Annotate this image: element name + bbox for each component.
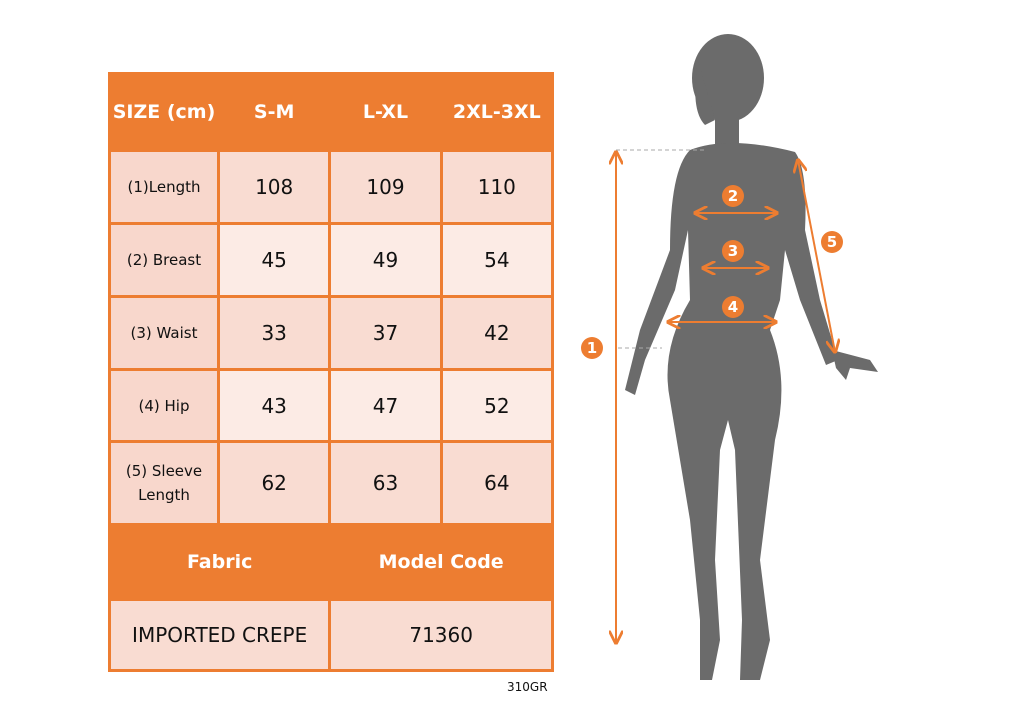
table-row: (4) Hip 43 47 52 (108, 368, 555, 443)
row-label: (2) Breast (108, 222, 220, 298)
footer-value-row: IMPORTED CREPE 71360 (107, 598, 554, 672)
header-fabric: Fabric (107, 523, 332, 601)
cell: 63 (328, 440, 443, 526)
cell: 54 (439, 222, 555, 298)
cell: 64 (439, 440, 555, 526)
cell: 47 (328, 368, 443, 443)
silhouette (625, 34, 878, 680)
arrow-sleeve (798, 160, 835, 352)
row-label: (1)Length (108, 149, 220, 225)
header-s-m: S-M (216, 72, 332, 152)
fabric-value: IMPORTED CREPE (107, 598, 332, 672)
row-label: (4) Hip (108, 368, 220, 443)
row-label: (5) Sleeve Length (108, 440, 220, 526)
cell: 42 (439, 295, 555, 371)
cell: 43 (216, 368, 332, 443)
header-2xl-3xl: 2XL-3XL (439, 72, 555, 152)
product-code: 310GR (507, 680, 548, 694)
model-code-value: 71360 (328, 598, 554, 672)
footer-header-row: Fabric Model Code (107, 523, 554, 601)
header-size: SIZE (cm) (108, 72, 220, 152)
marker-3: 3 (728, 242, 738, 260)
header-model-code: Model Code (328, 523, 554, 601)
table-row: (2) Breast 45 49 54 (108, 222, 555, 298)
cell: 108 (216, 149, 332, 225)
header-l-xl: L-XL (328, 72, 443, 152)
cell: 110 (439, 149, 555, 225)
table-header-row: SIZE (cm) S-M L-XL 2XL-3XL (108, 72, 555, 152)
cell: 37 (328, 295, 443, 371)
marker-2: 2 (728, 187, 738, 205)
cell: 109 (328, 149, 443, 225)
cell: 33 (216, 295, 332, 371)
guide-lines (616, 149, 705, 349)
table-row: (3) Waist 33 37 42 (108, 295, 555, 371)
marker-1: 1 (587, 339, 597, 357)
cell: 49 (328, 222, 443, 298)
cell: 45 (216, 222, 332, 298)
cell: 62 (216, 440, 332, 526)
measure-arrows (616, 152, 835, 643)
row-label: (3) Waist (108, 295, 220, 371)
table-row: (1)Length 108 109 110 (108, 149, 555, 225)
marker-4: 4 (728, 298, 738, 316)
table-row: (5) Sleeve Length 62 63 64 (108, 440, 555, 526)
cell: 52 (439, 368, 555, 443)
marker-5: 5 (827, 233, 837, 251)
size-chart-table: SIZE (cm) S-M L-XL 2XL-3XL (1)Length 108… (107, 72, 555, 672)
